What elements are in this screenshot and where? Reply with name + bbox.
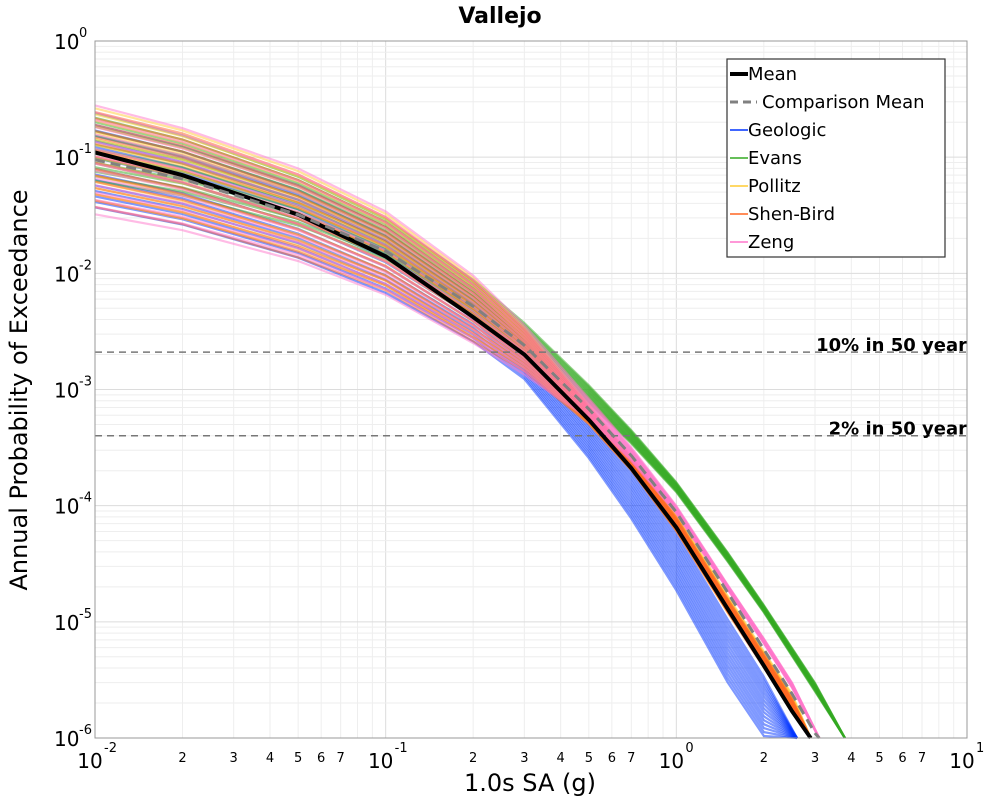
y-tick-label: 10 bbox=[54, 30, 79, 54]
plot-frame bbox=[94, 40, 968, 739]
y-tick-exponent: -2 bbox=[79, 258, 92, 273]
x-minor-tick-label: 4 bbox=[266, 751, 274, 766]
reference-line-label: 2% in 50 year bbox=[829, 419, 967, 440]
legend-label: Geologic bbox=[748, 120, 826, 141]
y-tick-exponent: -6 bbox=[79, 723, 92, 738]
legend: Mean Comparison Mean Geologic Evans Pollitz S… bbox=[726, 58, 946, 258]
x-minor-tick-label: 6 bbox=[317, 751, 325, 766]
y-tick-label: 10 bbox=[54, 146, 79, 170]
y-tick-label: 10 bbox=[54, 495, 79, 519]
y-tick-exponent: 0 bbox=[79, 26, 87, 41]
x-tick-exponent: -1 bbox=[395, 741, 408, 756]
x-minor-tick-label: 6 bbox=[608, 751, 616, 766]
x-tick-exponent: -2 bbox=[104, 741, 117, 756]
series-zeng-line bbox=[94, 104, 821, 739]
y-tick-label: 10 bbox=[54, 727, 79, 751]
y-tick-exponent: -4 bbox=[79, 491, 92, 506]
y-tick-label: 10 bbox=[54, 611, 79, 635]
x-tick-label: 10 bbox=[77, 749, 102, 773]
legend-label: Shen-Bird bbox=[748, 204, 835, 225]
x-minor-tick-label: 2 bbox=[760, 751, 768, 766]
y-tick-label: 10 bbox=[54, 262, 79, 286]
x-minor-tick-label: 3 bbox=[811, 751, 819, 766]
x-tick-exponent: 1 bbox=[976, 741, 984, 756]
chart-title: Vallejo bbox=[458, 4, 541, 29]
x-minor-tick-label: 7 bbox=[337, 751, 345, 766]
x-minor-tick-label: 6 bbox=[898, 751, 906, 766]
x-minor-tick-label: 4 bbox=[847, 751, 855, 766]
x-tick-label: 10 bbox=[949, 749, 974, 773]
y-tick-exponent: -5 bbox=[79, 607, 92, 622]
series-comparison-mean-line bbox=[94, 158, 821, 739]
legend-label: Zeng bbox=[748, 232, 794, 253]
x-minor-tick-label: 5 bbox=[875, 751, 883, 766]
x-minor-tick-label: 5 bbox=[585, 751, 593, 766]
x-minor-tick-label: 7 bbox=[918, 751, 926, 766]
x-minor-tick-label: 5 bbox=[294, 751, 302, 766]
x-tick-label: 10 bbox=[368, 749, 393, 773]
x-minor-tick-label: 4 bbox=[557, 751, 565, 766]
x-minor-tick-label: 2 bbox=[178, 751, 186, 766]
x-minor-tick-label: 3 bbox=[520, 751, 528, 766]
x-minor-tick-label: 7 bbox=[627, 751, 635, 766]
reference-line-label: 10% in 50 year bbox=[816, 335, 967, 356]
legend-box bbox=[726, 58, 946, 258]
legend-label: Evans bbox=[748, 148, 802, 169]
x-minor-tick-label: 3 bbox=[230, 751, 238, 766]
x-axis-label: 1.0s SA (g) bbox=[464, 769, 596, 797]
legend-label: Mean bbox=[748, 64, 797, 85]
mean-curves bbox=[94, 150, 821, 740]
x-minor-tick-label: 2 bbox=[469, 751, 477, 766]
y-tick-exponent: -3 bbox=[79, 375, 92, 390]
y-tick-label: 10 bbox=[54, 379, 79, 403]
x-tick-exponent: 0 bbox=[685, 741, 693, 756]
y-tick-exponent: -1 bbox=[79, 142, 92, 157]
y-axis-label: Annual Probability of Exceedance bbox=[5, 189, 33, 590]
series-geologic-line bbox=[94, 184, 798, 739]
legend-label: Pollitz bbox=[748, 176, 801, 197]
x-tick-label: 10 bbox=[659, 749, 684, 773]
legend-label: Comparison Mean bbox=[762, 92, 925, 113]
